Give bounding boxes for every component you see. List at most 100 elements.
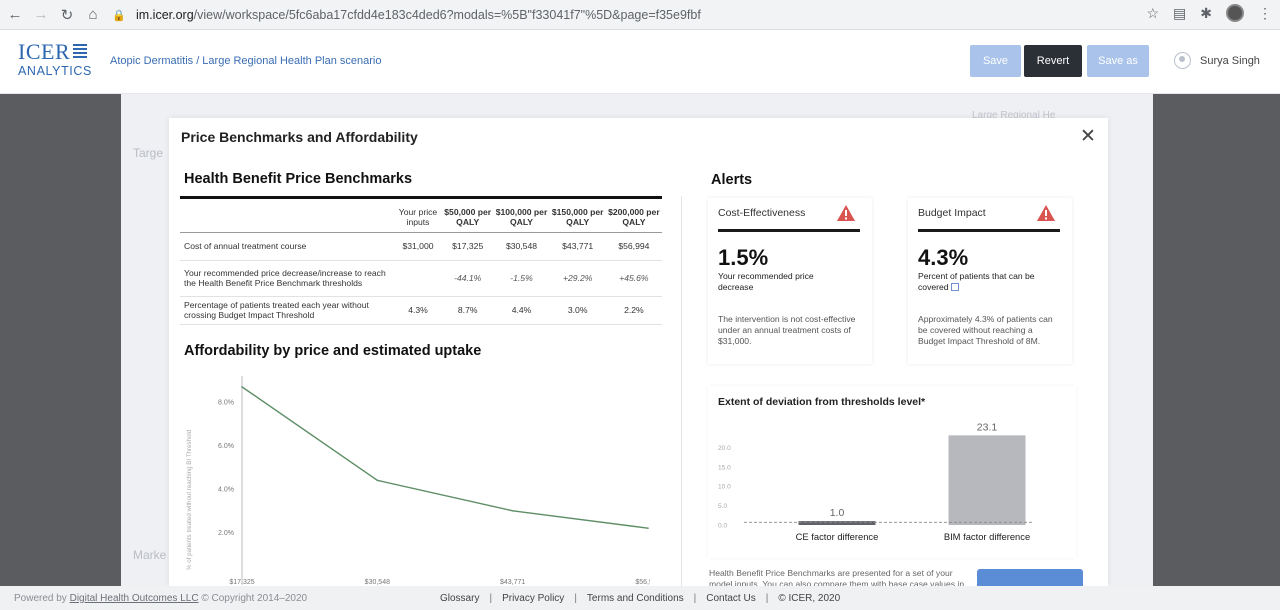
- save-button[interactable]: Save: [970, 45, 1021, 77]
- row-label: Your recommended price decrease/increase…: [180, 260, 394, 297]
- table-cell: 4.3%: [394, 296, 442, 325]
- menu-dots-icon[interactable]: ⋮: [1258, 4, 1272, 21]
- footer-separator: |: [489, 593, 493, 604]
- footer-separator: |: [574, 593, 577, 604]
- table-cell: -44.1%: [442, 260, 494, 297]
- url-path: /view/workspace/5fc6aba17cfdd4e183c4ded6…: [193, 8, 701, 22]
- reader-icon[interactable]: ▤: [1173, 4, 1187, 21]
- copyright-text: © Copyright 2014–2020: [201, 593, 308, 604]
- table-header-blank: [180, 202, 394, 232]
- extensions-icon[interactable]: ✱: [1200, 4, 1212, 21]
- heading-rule: [180, 196, 662, 199]
- url-host: im.icer.org: [136, 8, 194, 22]
- affordability-heading: Affordability by price and estimated upt…: [184, 343, 482, 359]
- save-as-button[interactable]: Save as: [1087, 45, 1149, 77]
- table-cell: 4.4%: [493, 296, 550, 325]
- reload-icon[interactable]: ↻: [60, 6, 74, 24]
- row-label: Cost of annual treatment course: [180, 232, 394, 261]
- benchmarks-table: Your price inputs $50,000 per QALY $100,…: [180, 202, 662, 325]
- x-tick-label: $30,548: [365, 579, 390, 586]
- footnote-action-button[interactable]: [977, 569, 1083, 586]
- table-header: Your price inputs: [398, 206, 438, 227]
- bar: [948, 435, 1026, 525]
- footer-separator: |: [693, 593, 697, 604]
- bar-value-label: 23.1: [977, 421, 998, 433]
- table-cell: 3.0%: [549, 296, 606, 325]
- budget-impact-alert-card: Budget Impact 4.3% Percent of patients t…: [908, 198, 1072, 364]
- bookmark-star-icon[interactable]: ☆: [1146, 4, 1160, 21]
- y-tick-label: 5.0: [718, 503, 727, 510]
- breadcrumb[interactable]: Atopic Dermatitis / Large Regional Healt…: [110, 55, 382, 67]
- terms-link[interactable]: Terms and Conditions: [586, 593, 684, 604]
- table-cell: +29.2%: [549, 260, 606, 297]
- table-row: Your recommended price decrease/increase…: [180, 260, 662, 297]
- table-cell: 8.7%: [442, 296, 494, 325]
- privacy-policy-link[interactable]: Privacy Policy: [502, 593, 565, 604]
- profile-avatar[interactable]: [1226, 4, 1244, 22]
- lock-icon: 🔒: [112, 9, 126, 22]
- glossary-link[interactable]: Glossary: [440, 593, 480, 604]
- browser-toolbar: ← → ↻ ⌂ 🔒 im.icer.org/view/workspace/5fc…: [0, 0, 1280, 30]
- app-header: ICER ANALYTICS Atopic Dermatitis / Large…: [0, 30, 1280, 94]
- logo-text-bottom: ANALYTICS: [18, 64, 92, 78]
- footer-separator: |: [765, 593, 769, 604]
- close-icon[interactable]: ✕: [1080, 126, 1096, 147]
- data-point: [376, 479, 379, 482]
- user-menu[interactable]: Surya Singh: [1174, 52, 1260, 69]
- benchmarks-footnote: Health Benefit Price Benchmarks are pres…: [709, 568, 965, 586]
- data-point: [241, 386, 243, 388]
- contact-us-link[interactable]: Contact Us: [706, 593, 756, 604]
- table-cell: $43,771: [549, 232, 606, 261]
- deviation-chart-card: Extent of deviation from thresholds leve…: [708, 386, 1076, 558]
- modal-title: Price Benchmarks and Affordability: [181, 129, 418, 145]
- company-link[interactable]: Digital Health Outcomes LLC: [69, 593, 199, 604]
- deviation-chart-title: Extent of deviation from thresholds leve…: [718, 396, 926, 408]
- table-row: Percentage of patients treated each year…: [180, 296, 662, 325]
- table-header: $50,000 per QALY: [444, 206, 492, 227]
- workspace-label-target: Targe: [133, 146, 164, 160]
- y-tick-label: 10.0: [718, 484, 731, 491]
- y-tick-label: 20.0: [718, 445, 731, 452]
- table-cell: 2.2%: [605, 296, 662, 325]
- price-benchmarks-modal: Price Benchmarks and Affordability ✕ Hea…: [169, 118, 1108, 586]
- table-header: $100,000 per QALY: [495, 206, 548, 227]
- table-header: $200,000 per QALY: [608, 206, 660, 227]
- icer-logo[interactable]: ICER ANALYTICS: [18, 39, 94, 80]
- y-tick-label: 8.0%: [218, 400, 234, 407]
- back-icon[interactable]: ←: [7, 6, 23, 23]
- y-tick-label: 0.0: [718, 523, 727, 530]
- card-description: Approximately 4.3% of patients can be co…: [918, 314, 1053, 346]
- forward-icon[interactable]: →: [33, 6, 49, 23]
- table-cell: +45.6%: [605, 260, 662, 297]
- info-icon[interactable]: [950, 282, 959, 291]
- footer-links: Glossary | Privacy Policy | Terms and Co…: [440, 593, 840, 604]
- bar: [798, 521, 876, 525]
- workspace-label-scenario: Large Regional He: [972, 110, 1056, 121]
- logo-text-top: ICER: [18, 39, 71, 64]
- x-tick-label: $43,771: [500, 579, 525, 586]
- table-cell: $56,994: [605, 232, 662, 261]
- home-icon[interactable]: ⌂: [88, 6, 98, 23]
- table-cell: [394, 260, 442, 297]
- y-tick-label: 15.0: [718, 464, 731, 471]
- alerts-heading: Alerts: [711, 172, 753, 188]
- card-subtitle: Your recommended price decrease: [718, 271, 814, 292]
- data-point: [511, 509, 514, 512]
- powered-by: Powered by Digital Health Outcomes LLC ©…: [14, 593, 307, 604]
- table-row: Cost of annual treatment course $31,000 …: [180, 232, 662, 261]
- y-tick-label: 2.0%: [218, 530, 234, 537]
- affordability-line-chart: % of patients treated without reaching B…: [186, 376, 650, 586]
- data-point: [647, 527, 649, 529]
- x-tick-label: $56,994: [635, 579, 650, 586]
- series-line: [241, 386, 649, 529]
- user-icon: [1174, 52, 1191, 69]
- table-cell: $30,548: [493, 232, 550, 261]
- y-axis-label: % of patients treated without reaching B…: [186, 429, 193, 570]
- row-label: Percentage of patients treated each year…: [180, 296, 394, 325]
- deviation-bar-chart: 20.0 15.0 10.0 5.0 0.0 1.0 CE factor differenc…: [718, 421, 1034, 542]
- ce-percent-value: 1.5%: [718, 245, 769, 270]
- revert-button[interactable]: Revert: [1024, 45, 1082, 77]
- powered-by-label: Powered by: [14, 593, 67, 604]
- card-description: The intervention is not cost-effective u…: [718, 314, 856, 346]
- address-bar[interactable]: 🔒 im.icer.org/view/workspace/5fc6aba17cf…: [112, 4, 1172, 26]
